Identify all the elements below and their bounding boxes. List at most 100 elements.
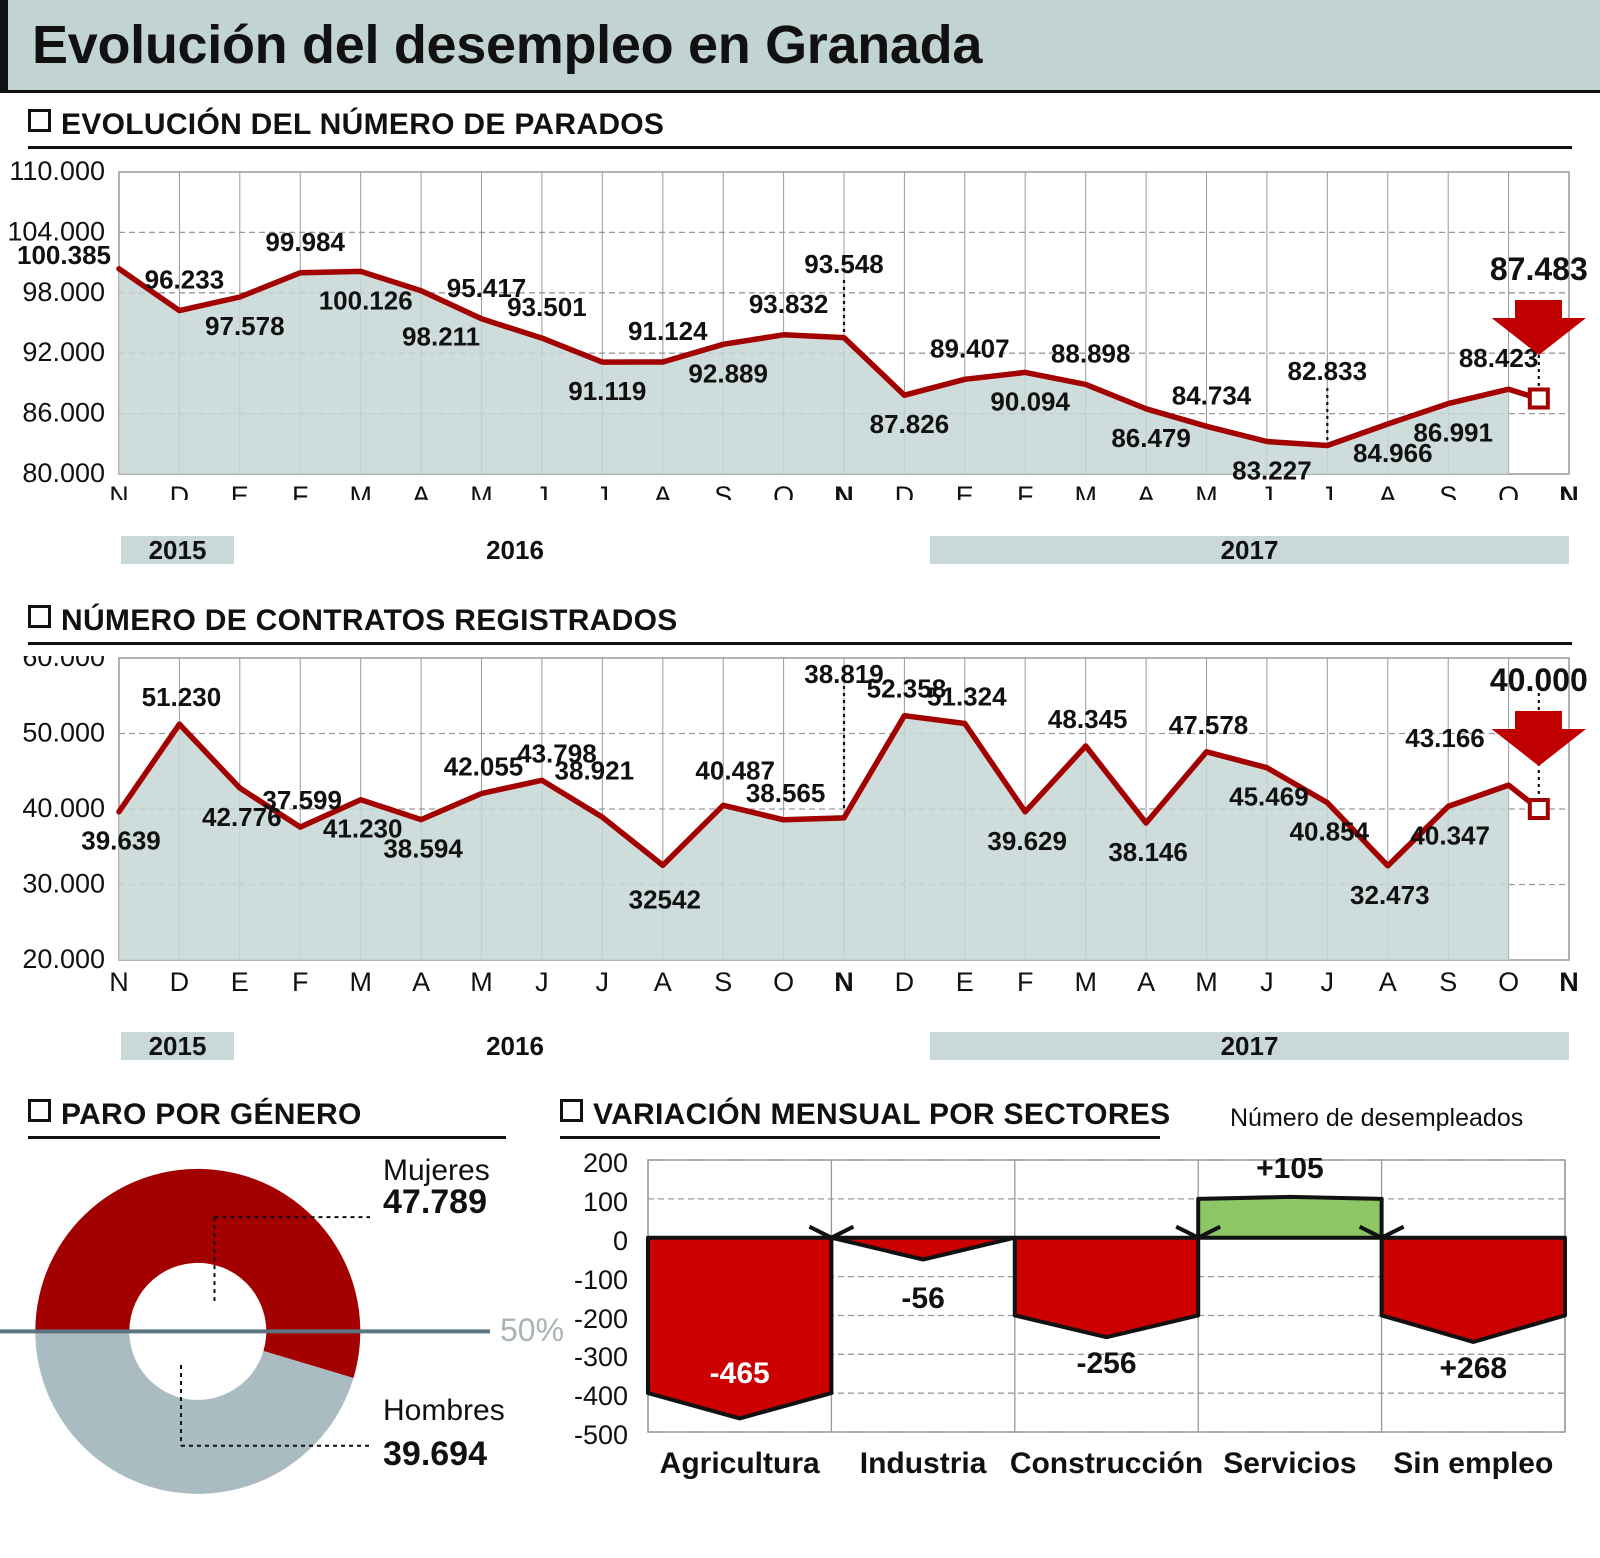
svg-text:M: M [1074,481,1097,500]
svg-text:87.826: 87.826 [870,409,950,439]
svg-text:D: D [895,967,915,996]
svg-text:D: D [170,481,190,500]
svg-text:20.000: 20.000 [22,944,105,974]
svg-text:40.854: 40.854 [1290,817,1370,847]
svg-text:M: M [470,481,493,500]
svg-text:-256: -256 [1076,1347,1136,1380]
svg-text:37.599: 37.599 [262,785,342,815]
svg-text:S: S [714,481,732,500]
svg-text:Sin empleo: Sin empleo [1393,1447,1553,1480]
svg-text:J: J [1321,481,1335,500]
svg-text:Construcción: Construcción [1010,1447,1203,1480]
svg-text:104.000: 104.000 [7,216,105,246]
svg-text:+105: +105 [1256,1158,1324,1185]
svg-text:50.000: 50.000 [22,718,105,748]
svg-text:93.501: 93.501 [507,292,587,322]
svg-text:F: F [1017,967,1034,996]
svg-text:S: S [1439,967,1457,996]
svg-text:E: E [231,967,249,996]
svg-text:A: A [1379,481,1397,500]
svg-text:80.000: 80.000 [22,458,105,488]
svg-text:89.407: 89.407 [930,333,1010,363]
svg-text:98.000: 98.000 [22,277,105,307]
svg-text:-465: -465 [710,1357,770,1390]
svg-text:97.578: 97.578 [205,311,285,341]
svg-text:90.094: 90.094 [990,386,1070,416]
svg-text:E: E [231,481,249,500]
svg-text:82.833: 82.833 [1288,356,1368,386]
svg-text:J: J [1260,967,1274,996]
svg-text:Agricultura: Agricultura [660,1447,820,1480]
svg-text:51.324: 51.324 [927,682,1007,712]
svg-text:32542: 32542 [629,884,701,914]
svg-text:N: N [1559,481,1579,500]
svg-text:40.000: 40.000 [22,793,105,823]
svg-text:91.124: 91.124 [628,316,708,346]
svg-text:50%: 50% [500,1312,564,1348]
svg-text:M: M [470,967,493,996]
svg-text:110.000: 110.000 [9,160,105,186]
svg-text:J: J [596,967,610,996]
svg-text:N: N [1559,967,1579,996]
svg-text:39.629: 39.629 [987,826,1067,856]
svg-text:O: O [1498,967,1519,996]
svg-text:M: M [349,481,372,500]
svg-text:30.000: 30.000 [22,869,105,899]
svg-text:F: F [292,481,309,500]
svg-text:38.146: 38.146 [1108,837,1188,867]
svg-text:N: N [834,481,854,500]
svg-text:A: A [1137,481,1155,500]
svg-text:M: M [1195,481,1218,500]
svg-text:86.991: 86.991 [1413,418,1493,448]
svg-text:32.473: 32.473 [1350,880,1430,910]
svg-text:42.055: 42.055 [444,752,524,782]
svg-text:100.126: 100.126 [319,285,413,315]
svg-text:92.889: 92.889 [688,358,768,388]
svg-text:96.233: 96.233 [145,265,225,295]
svg-text:J: J [1321,967,1335,996]
svg-text:A: A [654,967,672,996]
svg-text:N: N [109,481,129,500]
svg-text:+268: +268 [1440,1352,1508,1385]
svg-text:S: S [1439,481,1457,500]
svg-text:M: M [1074,967,1097,996]
svg-text:A: A [1379,967,1397,996]
svg-text:51.230: 51.230 [142,682,222,712]
svg-text:D: D [170,967,190,996]
svg-text:84.734: 84.734 [1172,380,1252,410]
svg-text:99.984: 99.984 [265,227,345,257]
svg-text:A: A [412,967,430,996]
svg-text:40.000: 40.000 [1490,662,1588,698]
svg-text:87.483: 87.483 [1490,251,1588,287]
svg-text:M: M [349,967,372,996]
svg-text:40.347: 40.347 [1410,820,1490,850]
svg-text:38.594: 38.594 [383,834,463,864]
svg-text:93.548: 93.548 [804,249,884,279]
svg-text:38.921: 38.921 [555,755,635,785]
svg-text:A: A [412,481,430,500]
svg-text:38.565: 38.565 [746,778,826,808]
svg-text:Servicios: Servicios [1223,1447,1356,1480]
svg-text:O: O [1498,481,1519,500]
svg-text:F: F [1017,481,1034,500]
svg-text:E: E [956,481,974,500]
svg-text:-56: -56 [901,1282,944,1315]
svg-text:O: O [773,481,794,500]
svg-text:A: A [654,481,672,500]
svg-text:48.345: 48.345 [1048,704,1128,734]
svg-text:J: J [1260,481,1274,500]
svg-text:J: J [535,481,549,500]
svg-text:91.119: 91.119 [568,376,646,406]
svg-text:N: N [109,967,129,996]
svg-text:88.423: 88.423 [1459,343,1539,373]
svg-text:Industria: Industria [860,1447,987,1480]
svg-text:45.469: 45.469 [1229,782,1309,812]
svg-text:E: E [956,967,974,996]
svg-text:98.211: 98.211 [402,322,480,352]
svg-text:43.166: 43.166 [1405,723,1485,753]
svg-text:86.000: 86.000 [22,398,105,428]
svg-text:93.832: 93.832 [749,289,829,319]
svg-text:Hombres: Hombres [383,1394,505,1427]
svg-text:88.898: 88.898 [1051,338,1131,368]
svg-text:O: O [773,967,794,996]
